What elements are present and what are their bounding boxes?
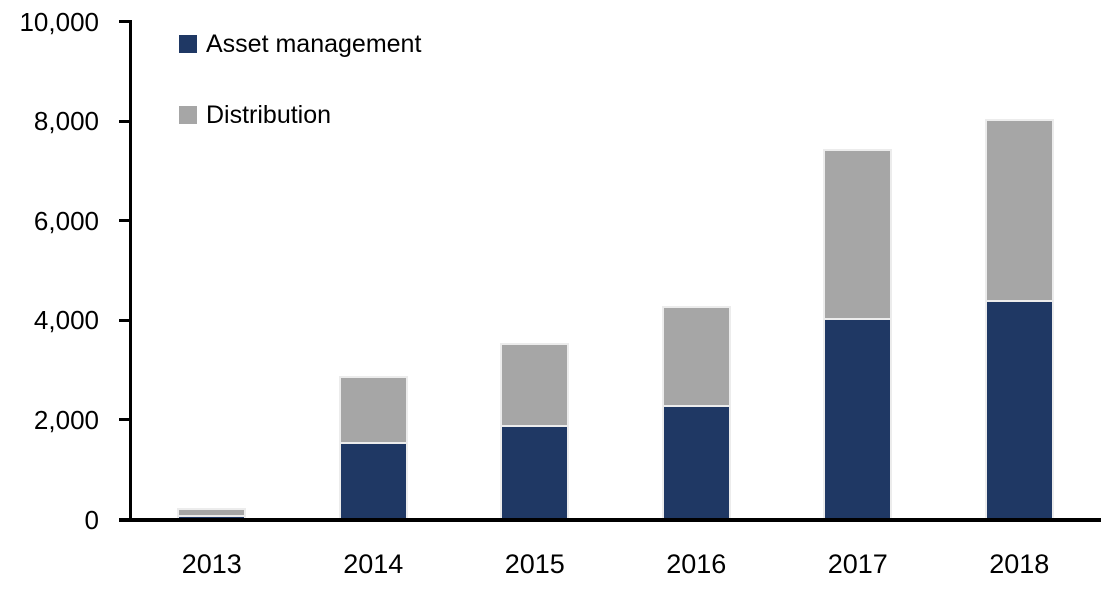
bar-2013-asset-management — [179, 514, 245, 520]
y-axis-tick-2000 — [119, 418, 132, 422]
bar-2015-distribution — [502, 345, 568, 425]
legend-label-asset-management: Asset management — [206, 29, 422, 58]
legend-swatch-distribution-icon — [179, 106, 197, 124]
bar-2015-asset-management — [502, 424, 568, 520]
y-axis-tick-label-6000: 6,000 — [33, 205, 99, 236]
x-axis-label-2014: 2014 — [343, 549, 404, 579]
bar-2018-asset-management — [986, 300, 1052, 520]
x-axis-label-2018: 2018 — [989, 549, 1050, 579]
bar-2014-asset-management — [340, 442, 406, 520]
y-axis-tick-4000 — [119, 318, 132, 322]
x-axis-label-2013: 2013 — [181, 549, 242, 579]
bar-2013-distribution — [179, 509, 245, 515]
y-axis-tick-label-2000: 2,000 — [33, 404, 99, 435]
y-axis-tick-label-0: 0 — [84, 504, 99, 535]
bar-2016-distribution — [663, 307, 729, 405]
x-axis-label-2016: 2016 — [666, 549, 727, 579]
legend-label-distribution: Distribution — [206, 100, 332, 129]
legend-item-asset-management: Asset management — [179, 29, 422, 58]
bar-2017-asset-management — [825, 317, 891, 520]
x-axis-label-2015: 2015 — [504, 549, 565, 579]
y-axis-tick-label-8000: 8,000 — [33, 106, 99, 137]
y-axis-line — [129, 20, 132, 520]
y-axis-tick-10000 — [119, 20, 132, 23]
legend-item-distribution: Distribution — [179, 100, 332, 129]
x-axis-line — [119, 518, 1101, 522]
y-axis-tick-6000 — [119, 219, 132, 223]
x-axis-label-2017: 2017 — [827, 549, 888, 579]
bar-2016-asset-management — [663, 405, 729, 520]
bar-2018-distribution — [986, 121, 1052, 301]
y-axis-tick-label-10000: 10,000 — [19, 6, 99, 37]
bar-2014-distribution — [340, 377, 406, 443]
y-axis-tick-8000 — [119, 119, 132, 123]
legend-swatch-asset-management-icon — [179, 35, 197, 53]
bar-2017-distribution — [825, 151, 891, 318]
y-axis-tick-label-4000: 4,000 — [33, 305, 99, 336]
